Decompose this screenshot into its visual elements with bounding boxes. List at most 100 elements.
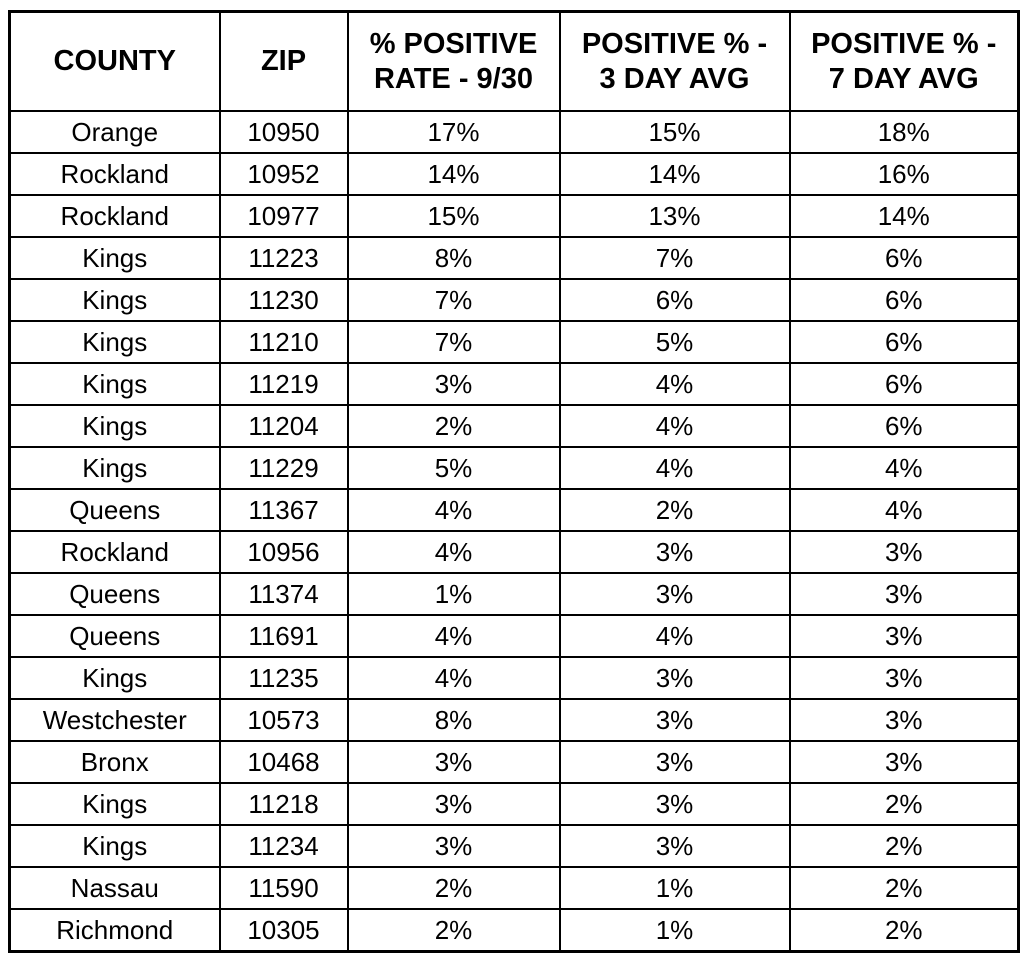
table-cell: Kings <box>8 320 221 364</box>
table-cell: 15% <box>346 194 561 238</box>
table-cell: Westchester <box>8 698 221 742</box>
table-row: Kings 11210 7% 5% 6% <box>8 320 1020 364</box>
column-header-zip: ZIP <box>218 10 349 112</box>
table-cell: 10952 <box>218 152 349 196</box>
table-cell: 2% <box>558 488 791 532</box>
table-cell: 4% <box>788 446 1020 490</box>
table-cell: 1% <box>346 572 561 616</box>
table-cell: 10950 <box>218 110 349 154</box>
table-cell: Rockland <box>8 530 221 574</box>
table-row: Bronx 10468 3% 3% 3% <box>8 740 1020 784</box>
table-cell: 3% <box>788 740 1020 784</box>
table-cell: Kings <box>8 656 221 700</box>
table-cell: Kings <box>8 278 221 322</box>
table-cell: 4% <box>558 362 791 406</box>
table-cell: 4% <box>558 404 791 448</box>
table-cell: Kings <box>8 362 221 406</box>
positivity-table-container: COUNTY ZIP % POSITIVE RATE - 9/30 POSITI… <box>8 10 1020 953</box>
table-row: Westchester 10573 8% 3% 3% <box>8 698 1020 742</box>
table-row: Richmond 10305 2% 1% 2% <box>8 908 1020 953</box>
table-cell: 3% <box>788 614 1020 658</box>
table-row: Kings 11235 4% 3% 3% <box>8 656 1020 700</box>
table-cell: 11229 <box>218 446 349 490</box>
table-cell: Orange <box>8 110 221 154</box>
table-cell: 3% <box>558 572 791 616</box>
table-cell: 16% <box>788 152 1020 196</box>
table-cell: 18% <box>788 110 1020 154</box>
table-cell: 11367 <box>218 488 349 532</box>
table-cell: 4% <box>558 614 791 658</box>
table-cell: 3% <box>346 782 561 826</box>
table-cell: Richmond <box>8 908 221 953</box>
table-cell: 14% <box>558 152 791 196</box>
table-cell: 11234 <box>218 824 349 868</box>
table-row: Queens 11374 1% 3% 3% <box>8 572 1020 616</box>
table-cell: 2% <box>346 866 561 910</box>
table-row: Kings 11218 3% 3% 2% <box>8 782 1020 826</box>
table-cell: 1% <box>558 908 791 953</box>
column-header-positive-3day-avg: POSITIVE % - 3 DAY AVG <box>558 10 791 112</box>
table-cell: Bronx <box>8 740 221 784</box>
column-header-positive-7day-avg: POSITIVE % - 7 DAY AVG <box>788 10 1020 112</box>
table-cell: Kings <box>8 236 221 280</box>
table-cell: 11210 <box>218 320 349 364</box>
table-cell: 3% <box>346 740 561 784</box>
column-header-county: COUNTY <box>8 10 221 112</box>
table-cell: 6% <box>788 362 1020 406</box>
table-cell: Rockland <box>8 194 221 238</box>
column-header-positive-rate-930: % POSITIVE RATE - 9/30 <box>346 10 561 112</box>
table-cell: 3% <box>788 530 1020 574</box>
table-row: Rockland 10952 14% 14% 16% <box>8 152 1020 196</box>
table-cell: 11230 <box>218 278 349 322</box>
table-cell: 11590 <box>218 866 349 910</box>
table-cell: 10468 <box>218 740 349 784</box>
table-cell: 3% <box>788 572 1020 616</box>
table-cell: Kings <box>8 446 221 490</box>
table-cell: Nassau <box>8 866 221 910</box>
table-cell: 11219 <box>218 362 349 406</box>
table-cell: 2% <box>788 908 1020 953</box>
table-cell: 11235 <box>218 656 349 700</box>
table-cell: 6% <box>788 320 1020 364</box>
table-cell: 5% <box>346 446 561 490</box>
table-cell: 8% <box>346 698 561 742</box>
table-row: Kings 11204 2% 4% 6% <box>8 404 1020 448</box>
table-row: Queens 11367 4% 2% 4% <box>8 488 1020 532</box>
table-cell: 8% <box>346 236 561 280</box>
table-cell: Rockland <box>8 152 221 196</box>
table-cell: Queens <box>8 614 221 658</box>
table-cell: 3% <box>558 740 791 784</box>
table-cell: 3% <box>558 656 791 700</box>
table-row: Queens 11691 4% 4% 3% <box>8 614 1020 658</box>
table-cell: 3% <box>788 698 1020 742</box>
table-cell: 11204 <box>218 404 349 448</box>
table-cell: 11691 <box>218 614 349 658</box>
table-row: Orange 10950 17% 15% 18% <box>8 110 1020 154</box>
positivity-rate-table: COUNTY ZIP % POSITIVE RATE - 9/30 POSITI… <box>8 10 1020 953</box>
table-cell: 4% <box>558 446 791 490</box>
table-cell: 3% <box>558 698 791 742</box>
table-cell: 4% <box>346 530 561 574</box>
table-cell: 14% <box>346 152 561 196</box>
table-cell: 13% <box>558 194 791 238</box>
table-row: Nassau 11590 2% 1% 2% <box>8 866 1020 910</box>
table-cell: 6% <box>558 278 791 322</box>
table-cell: Kings <box>8 404 221 448</box>
table-cell: 6% <box>788 404 1020 448</box>
table-cell: 5% <box>558 320 791 364</box>
table-cell: 11374 <box>218 572 349 616</box>
table-cell: 6% <box>788 236 1020 280</box>
table-cell: 10305 <box>218 908 349 953</box>
table-cell: 14% <box>788 194 1020 238</box>
table-cell: 2% <box>346 908 561 953</box>
table-cell: 7% <box>558 236 791 280</box>
table-cell: 15% <box>558 110 791 154</box>
table-cell: 3% <box>558 530 791 574</box>
table-cell: 11218 <box>218 782 349 826</box>
table-cell: 2% <box>788 782 1020 826</box>
table-cell: 10977 <box>218 194 349 238</box>
table-cell: 3% <box>346 824 561 868</box>
table-body: Orange 10950 17% 15% 18% Rockland 10952 14% 14% 1… <box>8 110 1020 953</box>
table-cell: 6% <box>788 278 1020 322</box>
table-row: Kings 11234 3% 3% 2% <box>8 824 1020 868</box>
